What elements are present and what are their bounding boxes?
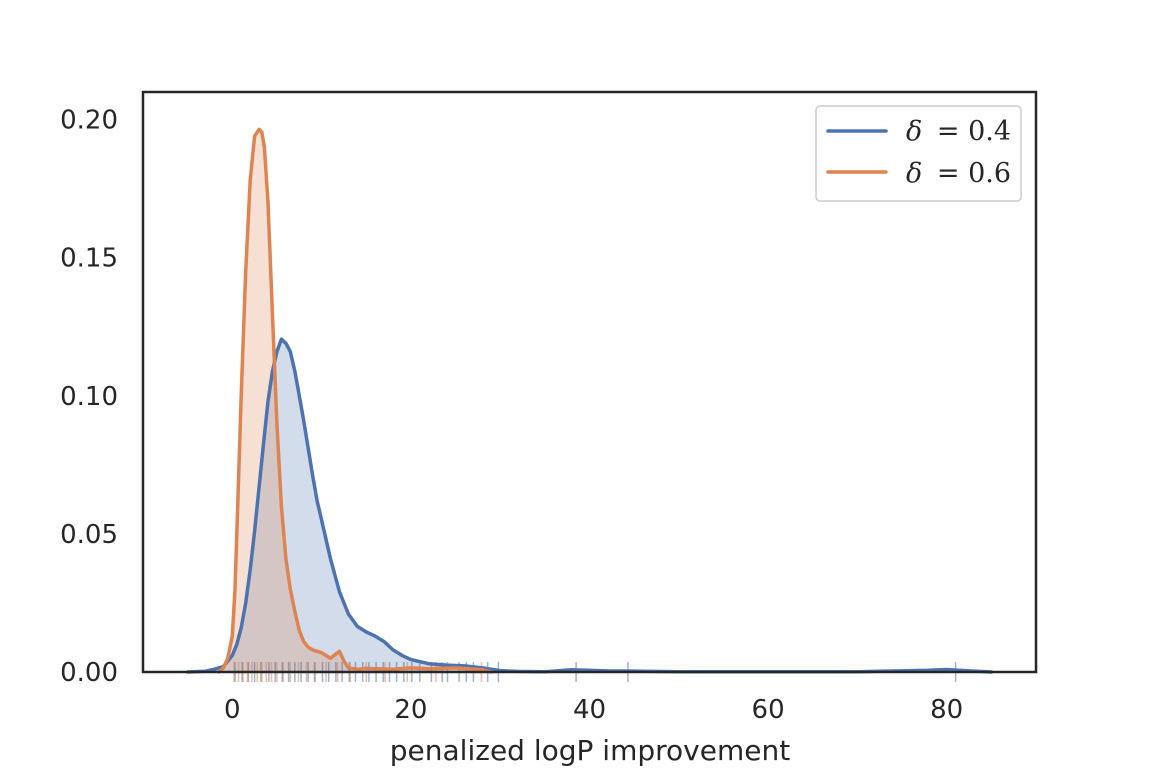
y-axis-ticks: 0.00 0.05 0.10 0.15 0.20 [60,106,118,688]
legend-label-delta-0-4: δ = 0.4 [906,116,1011,147]
x-tick-label: 20 [394,695,427,725]
density-fill-delta-0-4 [187,339,992,672]
density-line-delta-0-6 [217,127,494,674]
x-tick-label: 80 [930,695,963,725]
x-tick-label: 0 [224,695,241,725]
plot-frame [141,90,1038,674]
y-tick-label: 0.05 [60,520,118,550]
density-line-delta-0-4 [185,337,994,674]
y-tick-label: 0.00 [60,658,118,688]
density-lines [185,127,994,674]
density-fills [187,129,992,673]
x-tick-label: 40 [573,695,606,725]
y-tick-label: 0.10 [60,382,118,412]
legend: δ = 0.4 δ = 0.6 [815,105,1022,202]
legend-label-delta-0-6: δ = 0.6 [906,158,1011,189]
x-axis-label: penalized logP improvement [390,734,790,767]
x-axis-ticks: 0 20 40 60 80 [224,695,963,725]
y-tick-label: 0.15 [60,244,118,274]
y-tick-label: 0.20 [60,106,118,136]
density-fill-delta-0-6 [218,129,492,673]
x-tick-label: 60 [752,695,785,725]
